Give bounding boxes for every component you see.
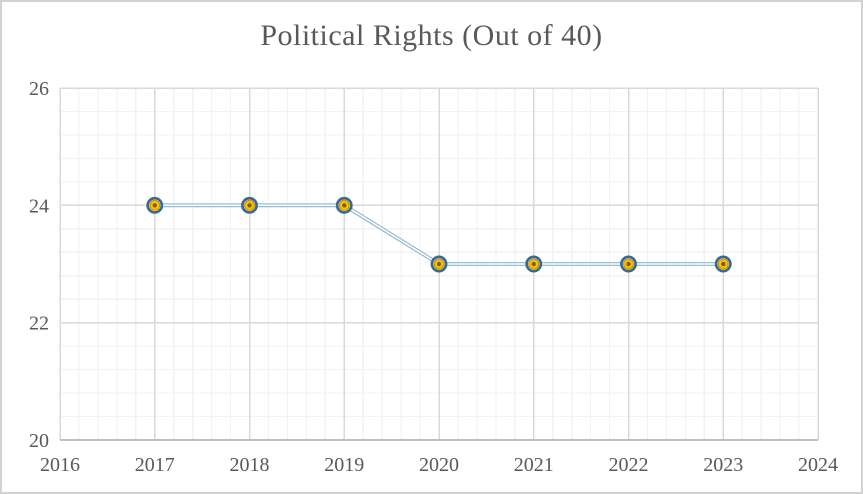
- x-axis-tick-label: 2023: [703, 454, 743, 476]
- data-point-center: [436, 261, 442, 267]
- y-axis-tick-label: 22: [29, 313, 49, 335]
- x-axis-tick-label: 2020: [419, 454, 459, 476]
- x-axis-tick-label: 2024: [798, 454, 838, 476]
- data-point-center: [152, 203, 157, 208]
- x-axis-tick-label: 2016: [40, 454, 80, 476]
- data-point-center: [626, 261, 631, 267]
- x-axis-tick-label: 2019: [324, 454, 364, 476]
- data-point-center: [531, 261, 536, 267]
- data-point-center: [721, 261, 726, 267]
- y-axis-tick-label: 24: [29, 195, 49, 217]
- x-axis-tick-label: 2018: [230, 454, 270, 476]
- data-point-center: [247, 203, 252, 208]
- x-axis-tick-label: 2017: [135, 454, 175, 476]
- y-axis-tick-label: 26: [29, 78, 49, 100]
- x-axis-tick-label: 2021: [514, 454, 554, 476]
- x-axis-tick-label: 2022: [609, 454, 649, 476]
- chart-title: Political Rights (Out of 40): [260, 19, 603, 52]
- y-axis-tick-label: 20: [29, 430, 49, 452]
- data-point-center: [342, 203, 347, 208]
